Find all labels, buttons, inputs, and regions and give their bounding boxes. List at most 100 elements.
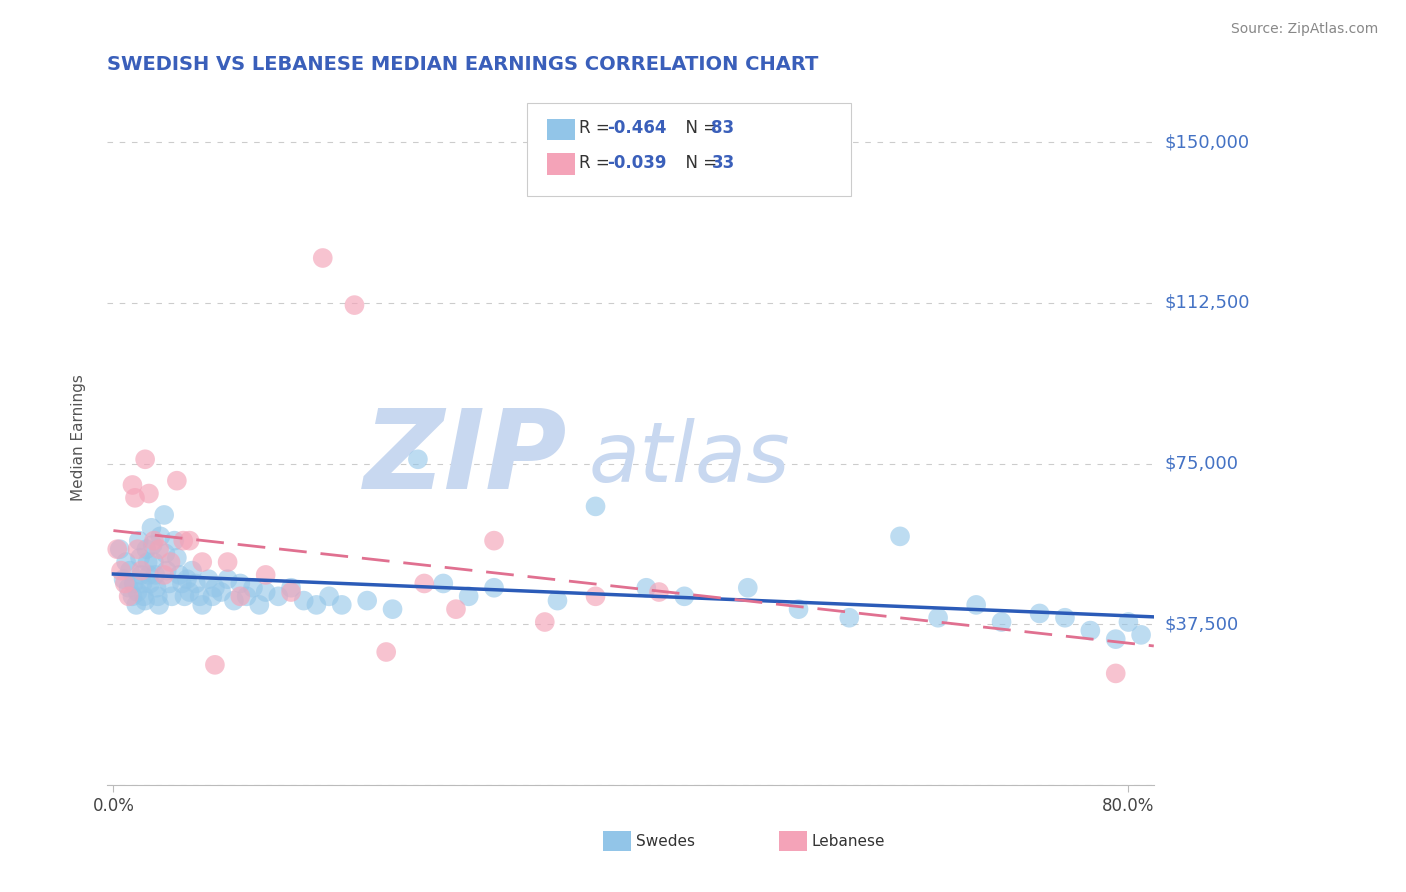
Point bbox=[191, 598, 214, 612]
Point bbox=[135, 542, 157, 557]
Point bbox=[118, 564, 141, 578]
Point bbox=[108, 542, 131, 557]
Point bbox=[787, 602, 810, 616]
Text: Lebanese: Lebanese bbox=[811, 834, 884, 848]
Point bbox=[138, 568, 160, 582]
Point bbox=[413, 576, 436, 591]
Point bbox=[280, 585, 302, 599]
Point bbox=[143, 533, 166, 548]
Point bbox=[117, 590, 139, 604]
Point bbox=[1118, 615, 1140, 629]
Point bbox=[330, 598, 353, 612]
Text: $112,500: $112,500 bbox=[1166, 294, 1250, 312]
Point bbox=[157, 576, 180, 591]
Point bbox=[115, 555, 138, 569]
Point bbox=[229, 576, 252, 591]
Point bbox=[1028, 607, 1050, 621]
Point bbox=[146, 590, 169, 604]
Text: $150,000: $150,000 bbox=[1166, 134, 1250, 152]
Point bbox=[188, 590, 211, 604]
Point bbox=[889, 529, 911, 543]
Point bbox=[197, 572, 219, 586]
Text: 33: 33 bbox=[711, 154, 735, 172]
Point bbox=[457, 590, 479, 604]
Point bbox=[166, 550, 188, 565]
Point bbox=[134, 593, 156, 607]
Point bbox=[155, 547, 177, 561]
Text: atlas: atlas bbox=[589, 418, 790, 500]
Point bbox=[184, 576, 207, 591]
Point bbox=[267, 590, 290, 604]
Point bbox=[181, 564, 204, 578]
Point bbox=[292, 593, 315, 607]
Point bbox=[124, 491, 146, 505]
Point bbox=[482, 581, 505, 595]
Text: $37,500: $37,500 bbox=[1166, 615, 1239, 633]
Point bbox=[432, 576, 454, 591]
Point bbox=[1053, 611, 1076, 625]
Point bbox=[112, 572, 135, 586]
Point bbox=[648, 585, 671, 599]
Point bbox=[254, 568, 277, 582]
Point bbox=[143, 568, 166, 582]
Point bbox=[356, 593, 378, 607]
Text: ZIP: ZIP bbox=[364, 405, 568, 512]
Text: Swedes: Swedes bbox=[636, 834, 695, 848]
Point bbox=[585, 590, 607, 604]
Point bbox=[148, 598, 170, 612]
Point bbox=[169, 568, 191, 582]
Point bbox=[122, 576, 145, 591]
Text: N =: N = bbox=[675, 120, 723, 137]
Point bbox=[121, 590, 143, 604]
Point bbox=[141, 521, 163, 535]
Point bbox=[148, 542, 170, 557]
Point bbox=[217, 572, 239, 586]
Point bbox=[247, 598, 270, 612]
Point bbox=[159, 555, 181, 569]
Point bbox=[134, 452, 156, 467]
Text: R =: R = bbox=[579, 154, 616, 172]
Point bbox=[546, 593, 568, 607]
Point bbox=[1078, 624, 1101, 638]
Point bbox=[406, 452, 429, 467]
Point bbox=[127, 585, 149, 599]
Point bbox=[179, 533, 201, 548]
Point bbox=[204, 657, 226, 672]
Text: 83: 83 bbox=[711, 120, 734, 137]
Point bbox=[673, 590, 696, 604]
Point bbox=[139, 576, 162, 591]
Point bbox=[131, 564, 153, 578]
Point bbox=[179, 585, 201, 599]
Point bbox=[105, 542, 128, 557]
Point bbox=[129, 550, 152, 565]
Text: R =: R = bbox=[579, 120, 616, 137]
Point bbox=[737, 581, 759, 595]
Point bbox=[585, 500, 607, 514]
Point bbox=[136, 555, 159, 569]
Point bbox=[444, 602, 467, 616]
Point bbox=[166, 474, 188, 488]
Point bbox=[927, 611, 949, 625]
Point bbox=[204, 581, 226, 595]
Point bbox=[153, 508, 176, 522]
Point bbox=[229, 590, 252, 604]
Point bbox=[1105, 632, 1128, 647]
Point bbox=[209, 585, 232, 599]
Point bbox=[201, 590, 224, 604]
Point bbox=[482, 533, 505, 548]
Point bbox=[127, 542, 149, 557]
Point bbox=[990, 615, 1012, 629]
Point bbox=[163, 533, 186, 548]
Text: N =: N = bbox=[675, 154, 723, 172]
Point bbox=[254, 585, 277, 599]
Text: -0.464: -0.464 bbox=[607, 120, 666, 137]
Point bbox=[121, 478, 143, 492]
Point bbox=[149, 529, 172, 543]
Point bbox=[131, 568, 153, 582]
Point bbox=[533, 615, 555, 629]
Point bbox=[1130, 628, 1153, 642]
Y-axis label: Median Earnings: Median Earnings bbox=[72, 375, 86, 501]
Point bbox=[242, 581, 264, 595]
Point bbox=[375, 645, 398, 659]
Point bbox=[145, 581, 167, 595]
